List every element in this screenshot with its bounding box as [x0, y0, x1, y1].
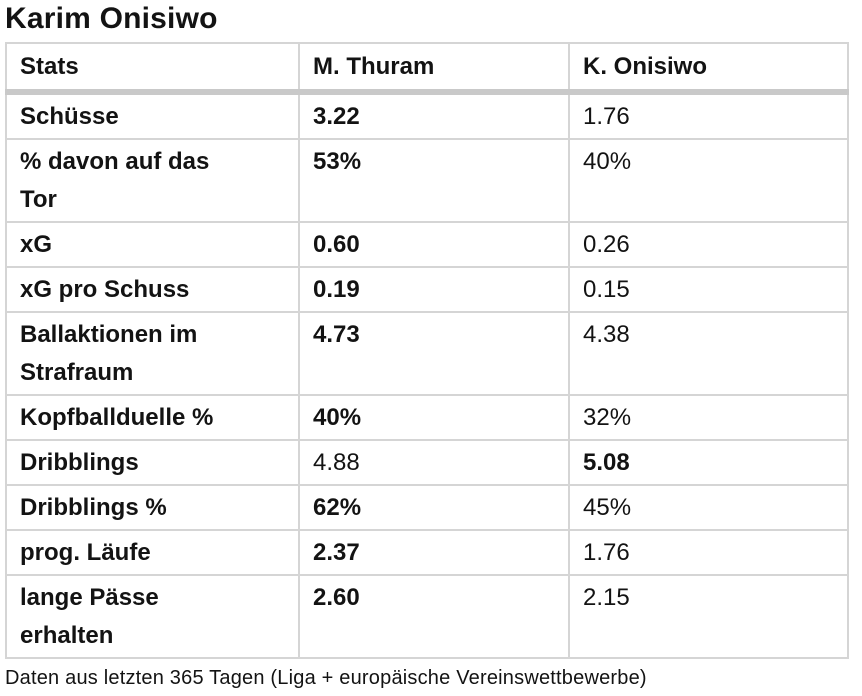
table-row: Dribblings 4.88 5.08	[5, 439, 849, 486]
onisiwo-value-cell: 0.26	[568, 221, 849, 268]
onisiwo-value-cell: 2.15	[568, 574, 849, 659]
onisiwo-value-cell: 40%	[568, 138, 849, 223]
onisiwo-value-cell: 5.08	[568, 439, 849, 486]
table-header: Stats M. Thuram K. Onisiwo	[5, 42, 849, 95]
stat-name-cell: Kopfballduelle %	[5, 394, 300, 441]
stat-name-cell: lange Pässe erhalten	[5, 574, 300, 659]
column-header-onisiwo: K. Onisiwo	[568, 42, 849, 95]
stat-name-cell: Schüsse	[5, 91, 300, 140]
onisiwo-value-cell: 1.76	[568, 529, 849, 576]
thuram-value-cell: 40%	[298, 394, 570, 441]
thuram-value-cell: 0.60	[298, 221, 570, 268]
onisiwo-value-cell: 0.15	[568, 266, 849, 313]
thuram-value-cell: 0.19	[298, 266, 570, 313]
stat-name-cell: Dribblings %	[5, 484, 300, 531]
table-row: Ballaktionen im Strafraum 4.73 4.38	[5, 311, 849, 396]
column-header-stats: Stats	[5, 42, 300, 95]
onisiwo-value-cell: 4.38	[568, 311, 849, 396]
thuram-value-cell: 3.22	[298, 91, 570, 140]
thuram-value-cell: 2.60	[298, 574, 570, 659]
stat-name-cell: xG pro Schuss	[5, 266, 300, 313]
thuram-value-cell: 53%	[298, 138, 570, 223]
table-row: Kopfballduelle % 40% 32%	[5, 394, 849, 441]
table-row: xG 0.60 0.26	[5, 221, 849, 268]
stat-name-cell: Ballaktionen im Strafraum	[5, 311, 300, 396]
table-row: Schüsse 3.22 1.76	[5, 91, 849, 140]
thuram-value-cell: 4.88	[298, 439, 570, 486]
table-row: % davon auf das Tor 53% 40%	[5, 138, 849, 223]
onisiwo-value-cell: 32%	[568, 394, 849, 441]
thuram-value-cell: 62%	[298, 484, 570, 531]
table-row: prog. Läufe 2.37 1.76	[5, 529, 849, 576]
thuram-value-cell: 4.73	[298, 311, 570, 396]
table-body: Schüsse 3.22 1.76 % davon auf das Tor 53…	[5, 91, 849, 659]
stat-name-cell: Dribblings	[5, 439, 300, 486]
thuram-value-cell: 2.37	[298, 529, 570, 576]
page-title: Karim Onisiwo	[5, 2, 218, 35]
stat-name-cell: xG	[5, 221, 300, 268]
data-source-note: Daten aus letzten 365 Tagen (Liga + euro…	[5, 667, 647, 689]
stat-name-cell: prog. Läufe	[5, 529, 300, 576]
stat-name-cell: % davon auf das Tor	[5, 138, 300, 223]
stats-comparison-table: Stats M. Thuram K. Onisiwo Schüsse 3.22 …	[5, 42, 849, 659]
column-header-thuram: M. Thuram	[298, 42, 570, 95]
table-row: xG pro Schuss 0.19 0.15	[5, 266, 849, 313]
header-row: Stats M. Thuram K. Onisiwo	[5, 42, 849, 95]
onisiwo-value-cell: 1.76	[568, 91, 849, 140]
table-row: lange Pässe erhalten 2.60 2.15	[5, 574, 849, 659]
table-row: Dribblings % 62% 45%	[5, 484, 849, 531]
onisiwo-value-cell: 45%	[568, 484, 849, 531]
